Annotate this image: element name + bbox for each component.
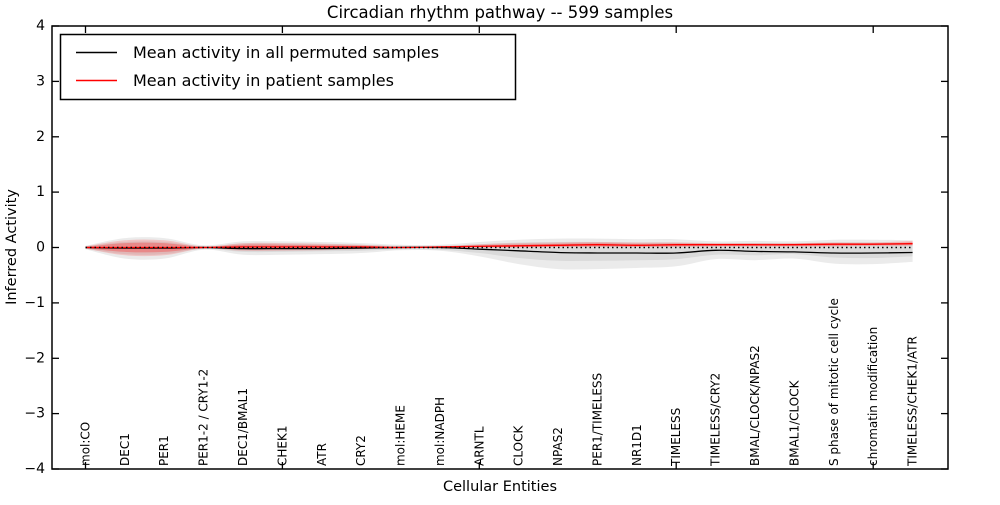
- y-tick-label: −3: [24, 406, 45, 422]
- x-category-label: TIMELESS/CRY2: [709, 373, 723, 467]
- patient-mean-line: [85, 242, 913, 249]
- y-tick-label: −1: [24, 295, 45, 311]
- x-axis-label: Cellular Entities: [443, 479, 557, 495]
- x-category-label: BMAL1/CLOCK: [787, 379, 801, 466]
- x-category-label: chromatin modification: [866, 327, 880, 466]
- legend: Mean activity in all permuted samples Mea…: [59, 33, 517, 101]
- x-category-label: ATR: [315, 443, 329, 466]
- x-category-label: mol:CO: [79, 422, 93, 466]
- y-tick-label: 4: [36, 18, 45, 34]
- x-category-label: TIMELESS/CHEK1/ATR: [906, 336, 920, 467]
- y-tick-label: −4: [24, 461, 45, 477]
- y-tick-label: 2: [36, 129, 45, 145]
- chart-title: Circadian rhythm pathway -- 599 samples: [327, 3, 673, 22]
- x-category-label: TIMELESS: [669, 408, 683, 467]
- x-category-label: DEC1/BMAL1: [236, 388, 250, 466]
- legend-entry-label: Mean activity in all permuted samples: [133, 43, 439, 62]
- x-category-label: NPAS2: [551, 427, 565, 466]
- x-category-label: mol:HEME: [394, 405, 408, 466]
- x-category-label: BMAL/CLOCK/NPAS2: [748, 345, 762, 466]
- legend-entry-label: Mean activity in patient samples: [133, 71, 394, 90]
- x-category-label: CLOCK: [512, 425, 526, 466]
- permuted-mean-line: [85, 246, 913, 254]
- y-tick-label: 1: [36, 184, 45, 200]
- x-category-label: PER1: [157, 435, 171, 466]
- x-category-label: PER1/TIMELESS: [591, 373, 605, 466]
- y-tick-label: −2: [24, 350, 45, 366]
- x-category-label: CHEK1: [275, 426, 289, 467]
- x-category-label: DEC1: [118, 433, 132, 466]
- patient-band-outer: [85, 239, 913, 257]
- x-category-label: ARNTL: [472, 426, 486, 466]
- x-category-label: mol:NADPH: [433, 397, 447, 466]
- x-category-label: CRY2: [354, 435, 368, 466]
- y-tick-label: 0: [36, 240, 45, 256]
- legend-box: [59, 33, 517, 101]
- y-axis-label: Inferred Activity: [4, 189, 20, 305]
- y-tick-label: 3: [36, 73, 45, 89]
- x-category-label: NR1D1: [630, 424, 644, 466]
- x-category-label: PER1-2 / CRY1-2: [197, 369, 211, 466]
- x-category-label: S phase of mitotic cell cycle: [827, 298, 841, 466]
